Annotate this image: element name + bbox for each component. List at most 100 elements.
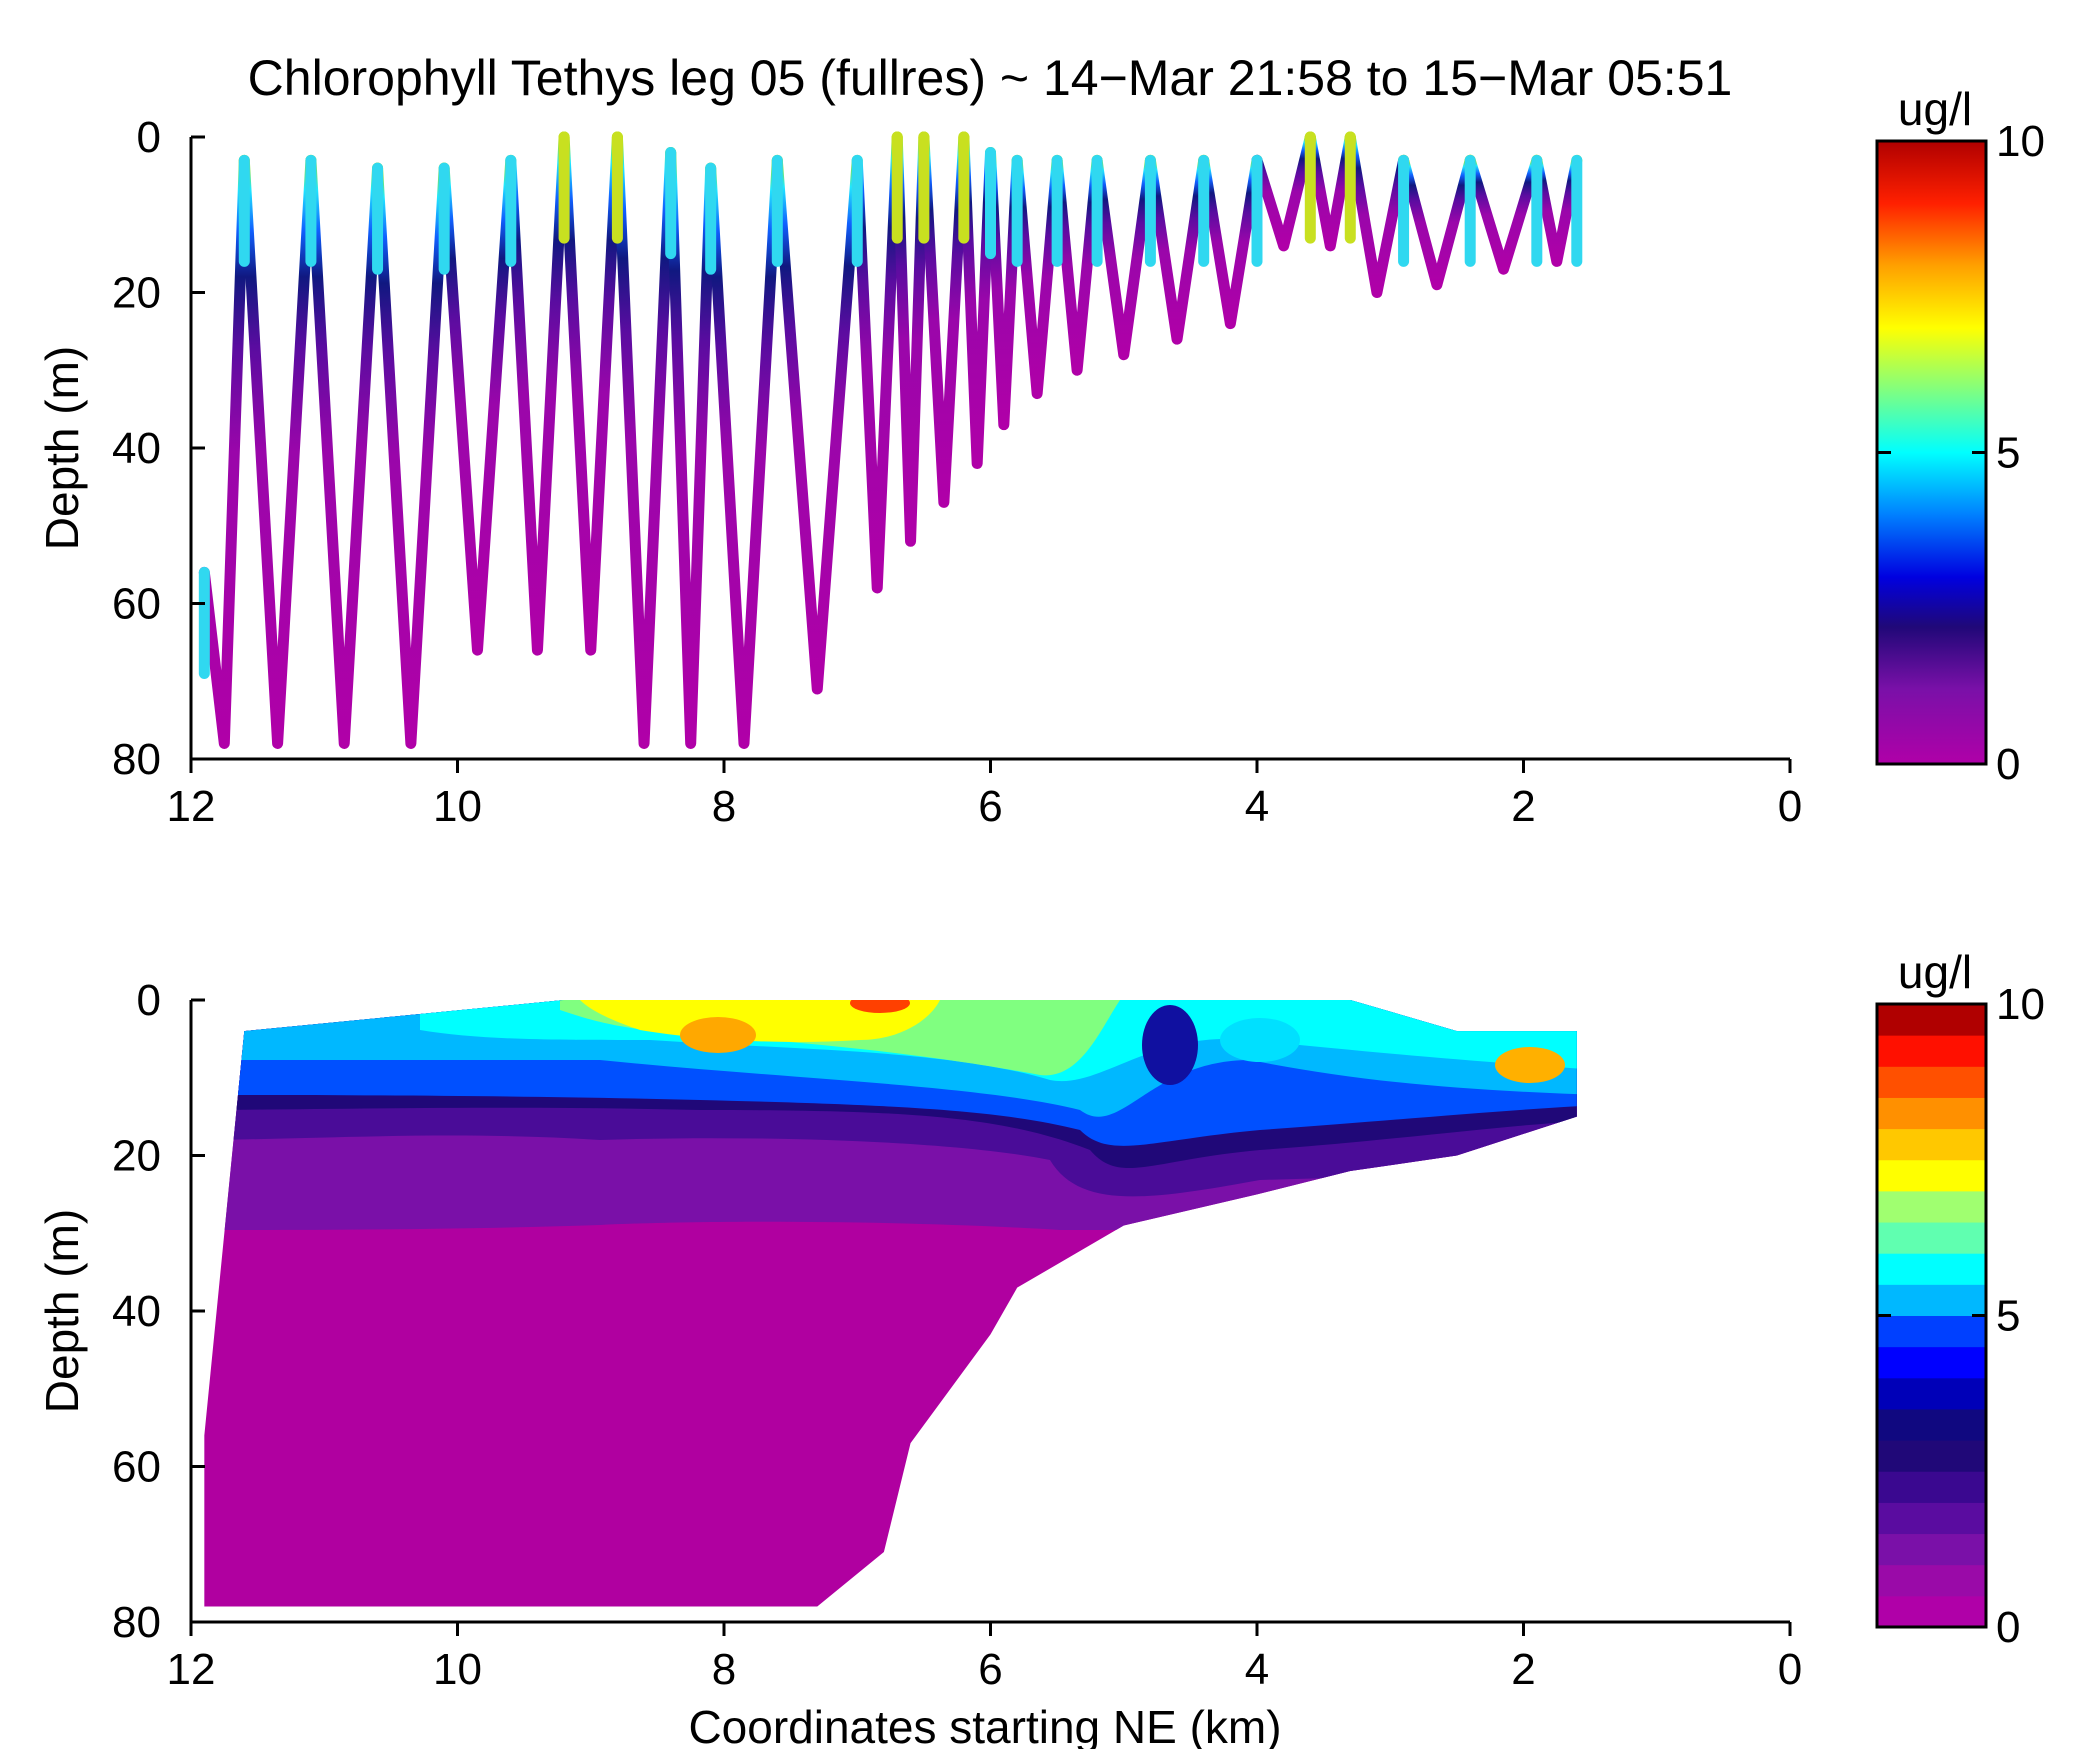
colorbar-tick-label: 0 bbox=[1996, 740, 2020, 789]
x-tick-label: 8 bbox=[712, 1645, 736, 1694]
profile-segment bbox=[1011, 154, 1063, 400]
x-tick-label: 4 bbox=[1245, 782, 1269, 831]
colorbar-tick-label: 5 bbox=[1996, 429, 2020, 478]
x-tick-label: 2 bbox=[1511, 782, 1535, 831]
profile-segment bbox=[438, 154, 517, 656]
bottom-colorbar-ticks: 0 5 10 bbox=[1877, 980, 2045, 1652]
contour-spot-orange-right bbox=[1495, 1047, 1565, 1083]
profile-segment bbox=[1144, 154, 1210, 345]
profile-segment bbox=[505, 131, 570, 656]
x-tick-label: 4 bbox=[1245, 1645, 1269, 1694]
bottom-colorbar: ug/l 0 5 10 bbox=[1875, 946, 2045, 1652]
contour-spot-cyan bbox=[1220, 1018, 1300, 1062]
x-tick-label: 6 bbox=[978, 782, 1002, 831]
x-tick-label: 0 bbox=[1778, 1645, 1802, 1694]
profile-segment bbox=[1344, 131, 1410, 298]
chart-title: Chlorophyll Tethys leg 05 (fullres) ~ 14… bbox=[248, 50, 1733, 106]
colorbar-level bbox=[1877, 1159, 1986, 1192]
profile-segment bbox=[1051, 154, 1103, 376]
top-colorbar-unit: ug/l bbox=[1898, 83, 1972, 135]
top-x-ticks: 12 10 8 6 4 2 0 bbox=[167, 759, 1802, 831]
profile-segment bbox=[918, 131, 970, 508]
colorbar-level bbox=[1877, 1315, 1986, 1348]
colorbar-tick-label: 10 bbox=[1996, 980, 2045, 1029]
contour-band-yellow bbox=[580, 1000, 940, 1042]
profile-segment bbox=[705, 154, 783, 749]
y-tick-label: 60 bbox=[112, 1443, 161, 1492]
profile-segment bbox=[851, 131, 903, 594]
profile-segment bbox=[238, 154, 317, 749]
contour-fill bbox=[204, 1000, 1577, 1607]
profile-segment bbox=[198, 154, 250, 749]
top-y-axis-label: Depth (m) bbox=[36, 346, 88, 550]
y-tick-label: 0 bbox=[137, 113, 161, 162]
profile-lines bbox=[198, 131, 1583, 749]
colorbar-level bbox=[1877, 1377, 1986, 1410]
x-tick-label: 12 bbox=[167, 782, 216, 831]
colorbar-level bbox=[1877, 1440, 1986, 1472]
colorbar-level bbox=[1877, 1346, 1986, 1379]
profile-segment bbox=[1304, 131, 1356, 252]
profile-segment bbox=[891, 131, 930, 547]
profile-segment bbox=[1091, 154, 1156, 361]
profile-segment bbox=[1251, 131, 1316, 252]
bottom-x-ticks: 12 10 8 6 4 2 0 bbox=[167, 1622, 1802, 1694]
profile-segment bbox=[1464, 154, 1543, 275]
colorbar-level bbox=[1877, 1502, 1986, 1535]
x-tick-label: 12 bbox=[167, 1645, 216, 1694]
colorbar-tick-label: 0 bbox=[1996, 1603, 2020, 1652]
bottom-y-axis-label: Depth (m) bbox=[36, 1209, 88, 1413]
bottom-colorbar-unit: ug/l bbox=[1898, 946, 1972, 998]
y-tick-label: 40 bbox=[112, 1287, 161, 1336]
colorbar-level bbox=[1877, 1066, 1986, 1098]
x-tick-label: 8 bbox=[712, 782, 736, 831]
colorbar-level bbox=[1877, 1190, 1986, 1223]
top-colorbar: ug/l 0 5 10 bbox=[1875, 83, 2045, 789]
colorbar-level bbox=[1877, 1097, 1986, 1130]
top-colorbar-fill bbox=[1875, 139, 1988, 766]
profile-segment bbox=[1398, 154, 1476, 291]
profile-segment bbox=[771, 154, 863, 695]
y-tick-label: 20 bbox=[112, 1132, 161, 1181]
contour-spot-orange-left bbox=[680, 1017, 756, 1053]
y-tick-label: 0 bbox=[137, 976, 161, 1025]
y-tick-label: 20 bbox=[112, 269, 161, 318]
x-tick-label: 6 bbox=[978, 1645, 1002, 1694]
y-tick-label: 40 bbox=[112, 424, 161, 473]
profile-segment bbox=[665, 147, 717, 749]
profile-segment bbox=[305, 154, 384, 749]
y-tick-label: 80 bbox=[112, 1598, 161, 1647]
colorbar-level bbox=[1877, 1533, 1986, 1566]
colorbar-level bbox=[1877, 1284, 1986, 1316]
x-tick-label: 2 bbox=[1511, 1645, 1535, 1694]
profile-segment bbox=[611, 131, 677, 749]
bottom-colorbar-levels bbox=[1877, 1004, 1986, 1628]
colorbar-level bbox=[1877, 1253, 1986, 1285]
profile-segment bbox=[1531, 154, 1583, 267]
x-tick-label: 0 bbox=[1778, 782, 1802, 831]
x-tick-label: 10 bbox=[433, 782, 482, 831]
contour-spot-red-top bbox=[850, 1000, 910, 1013]
colorbar-level bbox=[1877, 1595, 1986, 1628]
contour-spot-dark-blue bbox=[1142, 1005, 1198, 1085]
bottom-y-ticks: 0 20 40 60 80 bbox=[112, 976, 205, 1647]
profile-segment bbox=[372, 162, 450, 749]
colorbar-level bbox=[1877, 1222, 1986, 1254]
x-tick-label: 10 bbox=[433, 1645, 482, 1694]
bottom-x-axis-label: Coordinates starting NE (km) bbox=[688, 1701, 1281, 1749]
profile-segment bbox=[558, 131, 623, 656]
colorbar-level bbox=[1877, 1128, 1986, 1161]
colorbar-tick-label: 10 bbox=[1996, 117, 2045, 166]
colorbar-level bbox=[1877, 1471, 1986, 1503]
colorbar-level bbox=[1877, 1035, 1986, 1067]
y-tick-label: 60 bbox=[112, 580, 161, 629]
colorbar-level bbox=[1877, 1004, 1986, 1036]
colorbar-tick-label: 5 bbox=[1996, 1292, 2020, 1341]
colorbar-level bbox=[1877, 1408, 1986, 1441]
top-y-ticks: 0 20 40 60 80 bbox=[112, 113, 205, 784]
colorbar-level bbox=[1877, 1564, 1986, 1597]
profile-segment bbox=[1198, 154, 1263, 330]
